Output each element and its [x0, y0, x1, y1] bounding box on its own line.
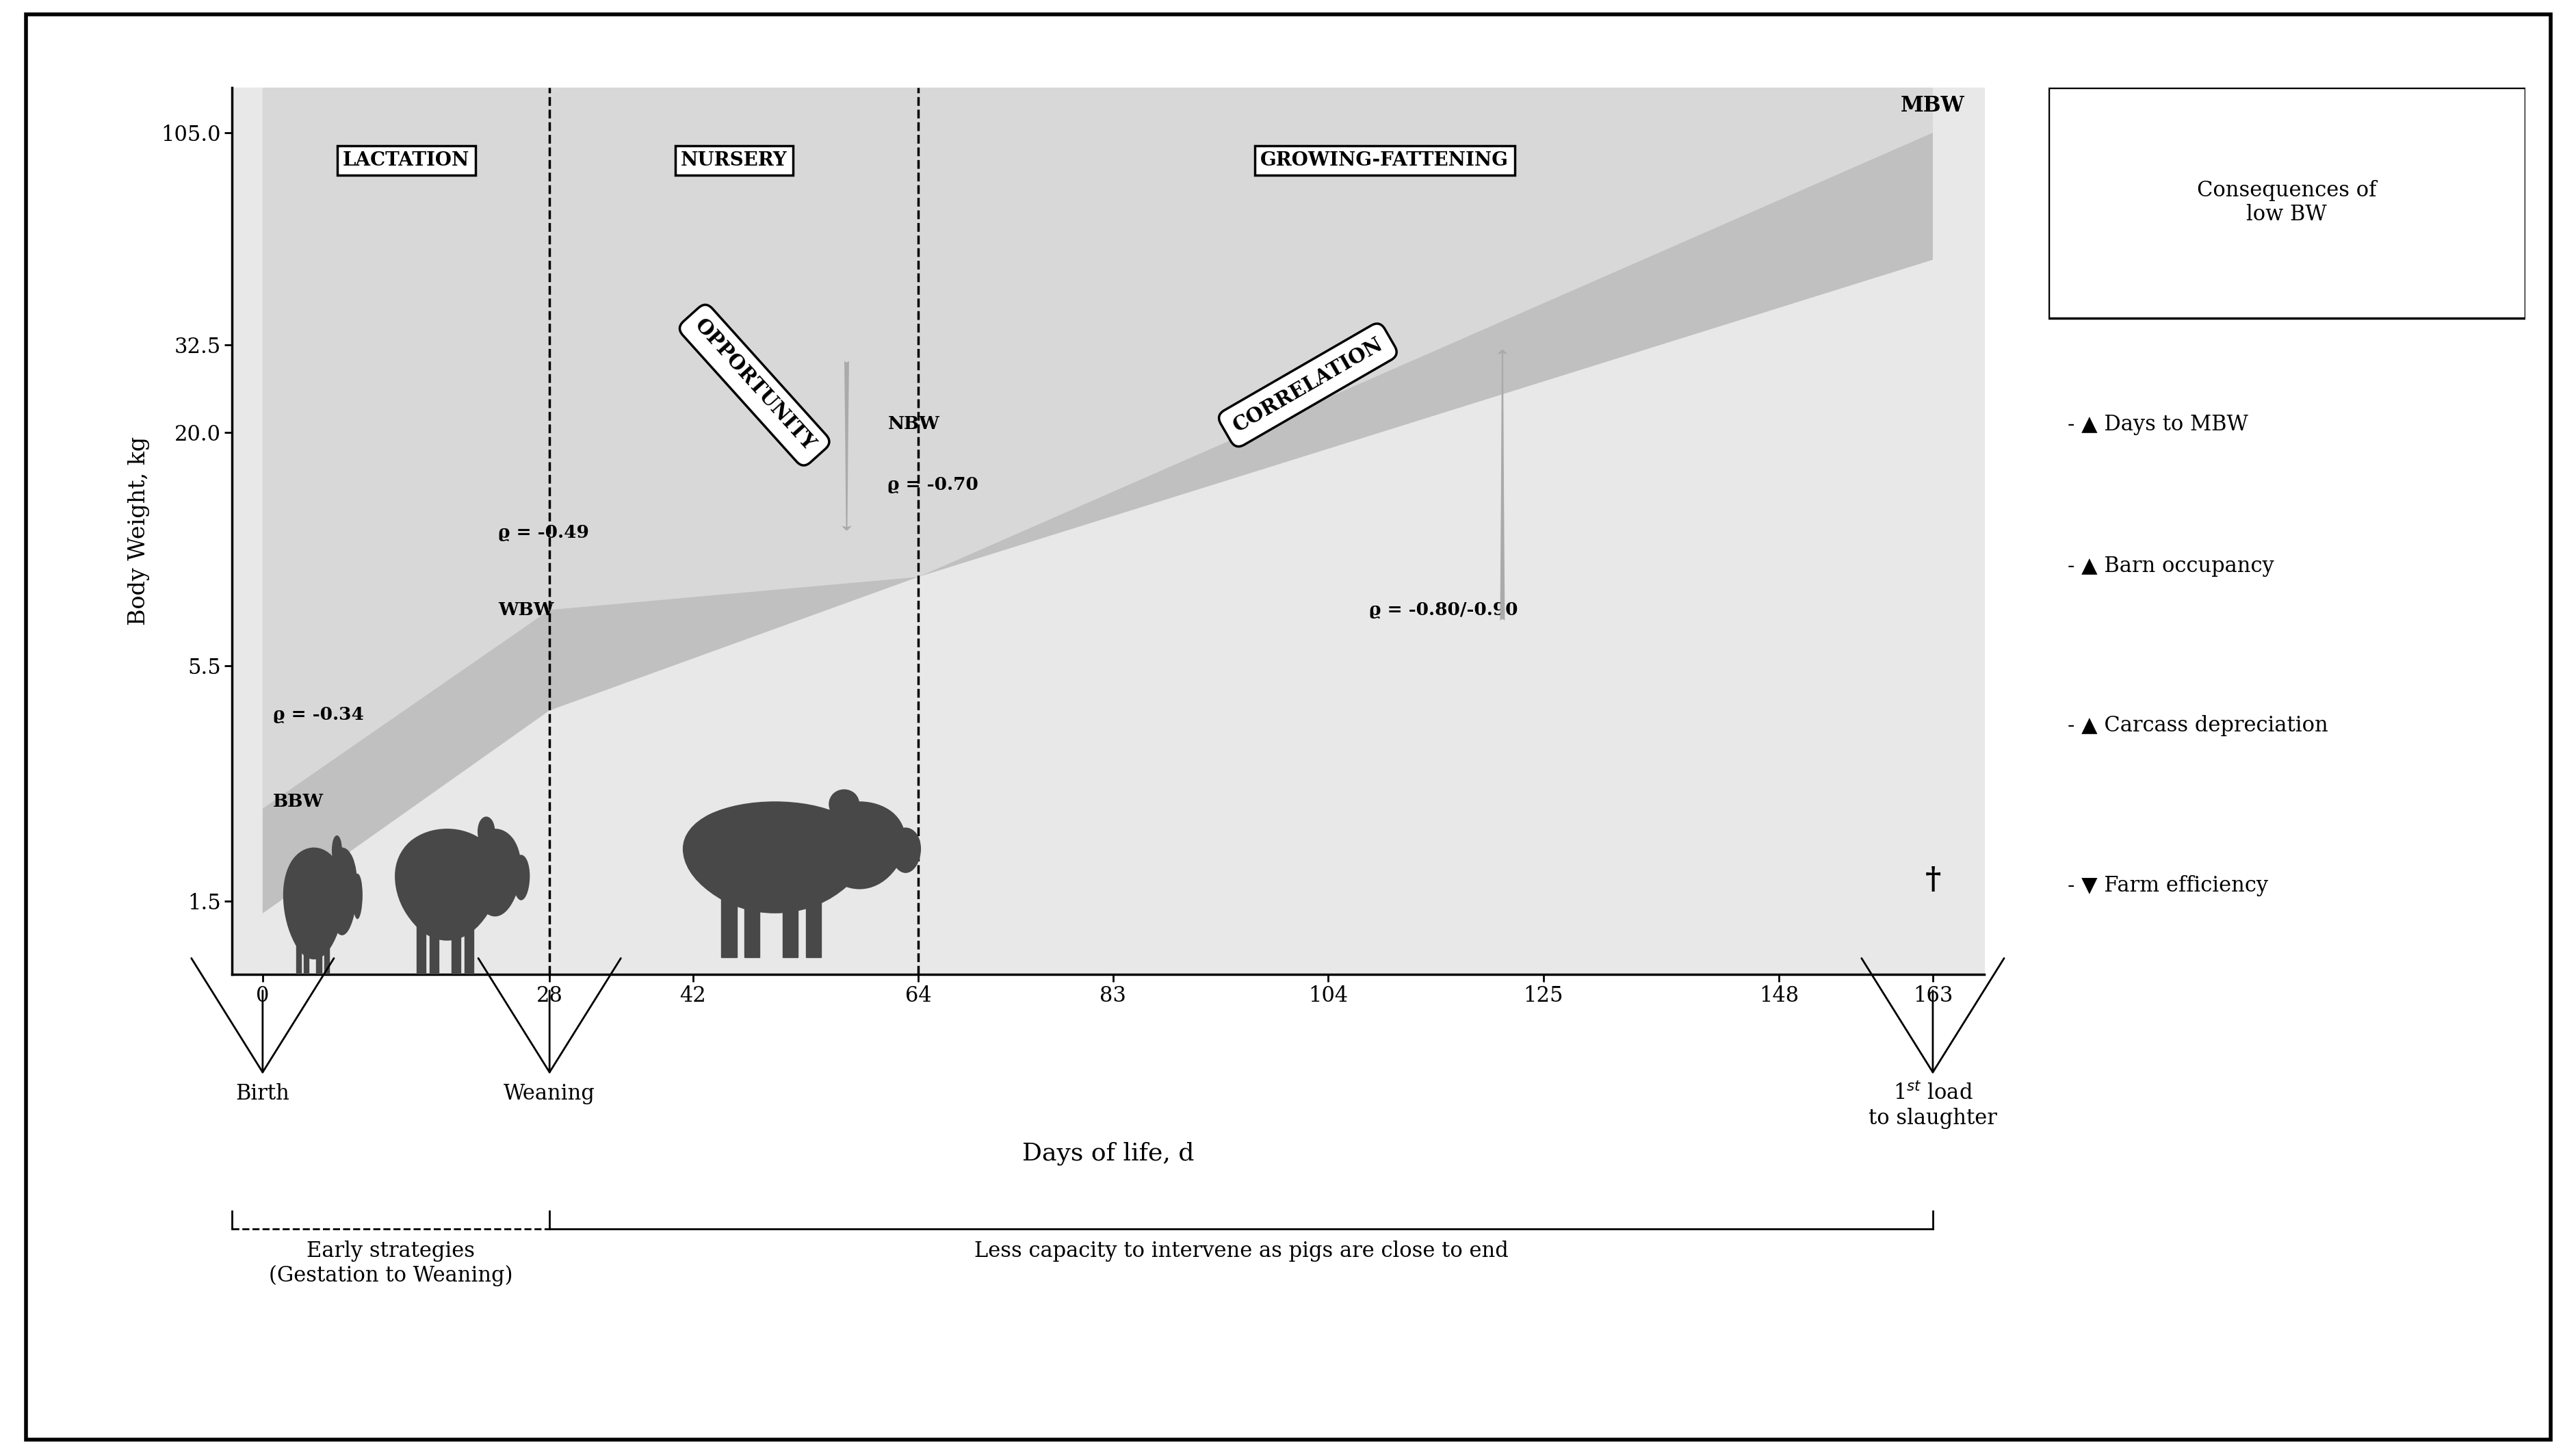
FancyBboxPatch shape [2048, 87, 2524, 318]
Text: - ▼ Farm efficiency: - ▼ Farm efficiency [2066, 875, 2267, 896]
Polygon shape [806, 894, 822, 957]
Ellipse shape [814, 801, 904, 890]
Ellipse shape [283, 848, 345, 960]
Polygon shape [317, 939, 322, 1003]
Text: Early strategies
(Gestation to Weaning): Early strategies (Gestation to Weaning) [268, 1240, 513, 1287]
Text: Days of life, d: Days of life, d [1023, 1141, 1193, 1165]
Polygon shape [325, 939, 330, 1003]
Text: Birth: Birth [234, 1083, 289, 1105]
Text: Weaning: Weaning [505, 1083, 595, 1105]
Text: MBW: MBW [1901, 95, 1965, 116]
Text: WBW: WBW [497, 602, 554, 618]
Text: Consequences of
low BW: Consequences of low BW [2197, 180, 2375, 225]
Polygon shape [296, 939, 301, 1003]
Polygon shape [430, 920, 438, 984]
Text: ϱ = -0.80/-0.90: ϱ = -0.80/-0.90 [1368, 602, 1517, 618]
Ellipse shape [889, 827, 920, 872]
Polygon shape [721, 894, 737, 957]
Text: 1$^{st}$ load
to slaughter: 1$^{st}$ load to slaughter [1868, 1083, 1996, 1130]
Text: ϱ = -0.34: ϱ = -0.34 [273, 707, 363, 723]
Polygon shape [744, 894, 760, 957]
Ellipse shape [332, 836, 343, 867]
Ellipse shape [683, 801, 868, 913]
Ellipse shape [353, 874, 363, 919]
Y-axis label: Body Weight, kg: Body Weight, kg [129, 436, 149, 625]
Text: - ▲ Barn occupancy: - ▲ Barn occupancy [2066, 555, 2275, 577]
Text: - ▲ Carcass depreciation: - ▲ Carcass depreciation [2066, 715, 2329, 736]
Text: NBW: NBW [889, 416, 940, 432]
Ellipse shape [829, 790, 860, 820]
Text: ϱ = -0.49: ϱ = -0.49 [497, 523, 590, 541]
Polygon shape [464, 920, 474, 984]
Text: OPPORTUNITY: OPPORTUNITY [690, 316, 819, 455]
Text: GROWING-FATTENING: GROWING-FATTENING [1260, 151, 1510, 170]
Ellipse shape [394, 829, 500, 941]
Polygon shape [783, 894, 799, 957]
Text: BBW: BBW [273, 792, 325, 810]
Ellipse shape [513, 855, 531, 900]
Polygon shape [263, 87, 1932, 808]
Text: ϱ = -0.70: ϱ = -0.70 [889, 475, 979, 493]
Ellipse shape [477, 817, 495, 848]
Polygon shape [451, 920, 461, 984]
Text: LACTATION: LACTATION [343, 151, 469, 170]
Text: Less capacity to intervene as pigs are close to end: Less capacity to intervene as pigs are c… [974, 1240, 1507, 1262]
Polygon shape [263, 132, 1932, 913]
Text: - ▲ Days to MBW: - ▲ Days to MBW [2066, 414, 2246, 435]
Text: NURSERY: NURSERY [680, 151, 788, 170]
Polygon shape [417, 920, 425, 984]
Text: CORRELATION: CORRELATION [1229, 334, 1386, 436]
Text: †: † [1924, 865, 1940, 896]
Polygon shape [304, 939, 309, 1003]
Ellipse shape [469, 829, 520, 916]
Ellipse shape [327, 848, 358, 935]
